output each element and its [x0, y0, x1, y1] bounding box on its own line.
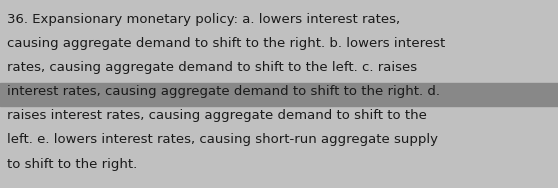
Text: raises interest rates, causing aggregate demand to shift to the: raises interest rates, causing aggregate…	[7, 109, 426, 122]
Text: causing aggregate demand to shift to the right. b. lowers interest: causing aggregate demand to shift to the…	[7, 37, 445, 50]
Text: left. e. lowers interest rates, causing short-run aggregate supply: left. e. lowers interest rates, causing …	[7, 133, 437, 146]
Text: rates, causing aggregate demand to shift to the left. c. raises: rates, causing aggregate demand to shift…	[7, 61, 417, 74]
Text: to shift to the right.: to shift to the right.	[7, 158, 137, 171]
FancyBboxPatch shape	[0, 83, 558, 106]
Text: 36. Expansionary monetary policy: a. lowers interest rates,: 36. Expansionary monetary policy: a. low…	[7, 13, 400, 26]
Text: interest rates, causing aggregate demand to shift to the right. d.: interest rates, causing aggregate demand…	[7, 85, 440, 98]
